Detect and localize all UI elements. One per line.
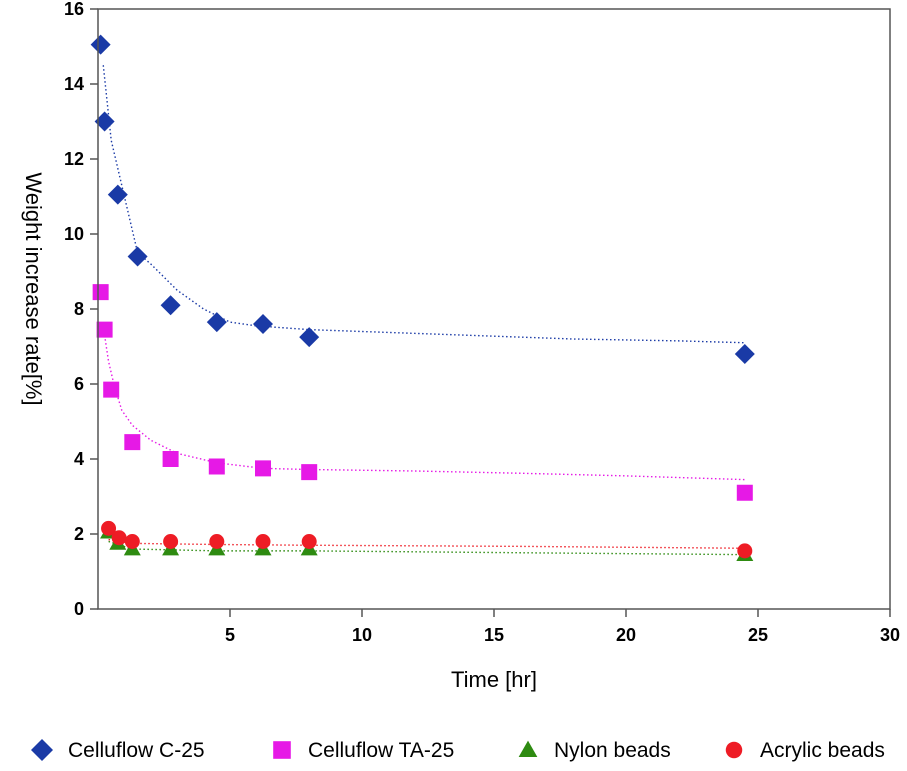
data-point-series-4 [101,520,117,536]
data-point-series-1 [127,246,148,267]
data-point-series-2 [103,381,120,398]
data-point-series-1 [253,314,273,334]
data-point-series-1 [206,312,227,333]
data-point-series-4 [124,534,140,549]
data-point-series-1 [734,344,755,364]
y-tick-label: 16 [64,0,84,19]
data-point-series-4 [209,534,225,549]
data-point-series-1 [160,295,181,316]
x-tick-label: 30 [880,625,900,645]
x-tick-label: 10 [352,625,372,645]
trendline-series-1 [102,65,745,344]
data-point-series-2 [124,434,141,451]
data-point-series-2 [255,460,271,477]
data-point-series-2 [736,484,753,501]
x-tick-label: 5 [225,625,235,645]
legend-marker-series-1 [31,739,53,761]
y-axis-title: Weight increase rate[%] [21,172,46,405]
legend-marker-series-3 [518,740,538,758]
data-point-series-4 [111,530,127,546]
data-point-series-4 [255,534,271,549]
legend: Celluflow C-25 Celluflow TA-25 Nylon beads… [31,739,885,762]
data-point-series-1 [107,184,128,205]
legend-label-series-3: Nylon beads [554,739,671,762]
y-axis-ticks: 0 2 4 6 8 10 12 14 16 [64,0,98,619]
trendline-series-2 [103,335,745,481]
data-point-series-4 [163,534,179,549]
legend-label-series-4: Acrylic beads [760,739,885,762]
legend-label-series-2: Celluflow TA-25 [308,739,454,762]
data-point-series-2 [162,451,179,467]
plot-frame [97,8,891,610]
x-axis-ticks: 5 10 15 20 25 30 [225,609,900,645]
x-tick-label: 20 [616,625,636,645]
y-tick-label: 14 [64,74,84,94]
x-axis-title: Time [hr] [451,667,537,692]
data-points [90,34,755,561]
x-tick-label: 25 [748,625,768,645]
y-tick-label: 8 [74,299,84,319]
y-tick-label: 6 [74,374,84,394]
x-tick-label: 15 [484,625,504,645]
trendlines [102,65,745,556]
legend-marker-series-4 [725,741,743,759]
data-point-series-1 [94,111,115,132]
trendline-series-4 [108,538,745,549]
data-point-series-1 [299,327,320,348]
data-point-series-4 [301,534,317,549]
data-point-series-1 [90,34,111,55]
legend-marker-series-2 [273,741,291,759]
y-tick-label: 2 [74,524,84,544]
data-point-series-2 [96,321,113,338]
y-tick-label: 10 [64,224,84,244]
y-tick-label: 4 [74,449,84,469]
data-point-series-2 [92,284,109,301]
data-point-series-2 [208,458,225,475]
y-tick-label: 12 [64,149,84,169]
y-tick-label: 0 [74,599,84,619]
legend-label-series-1: Celluflow C-25 [68,739,205,762]
data-point-series-2 [301,464,318,481]
data-point-series-4 [737,543,753,559]
